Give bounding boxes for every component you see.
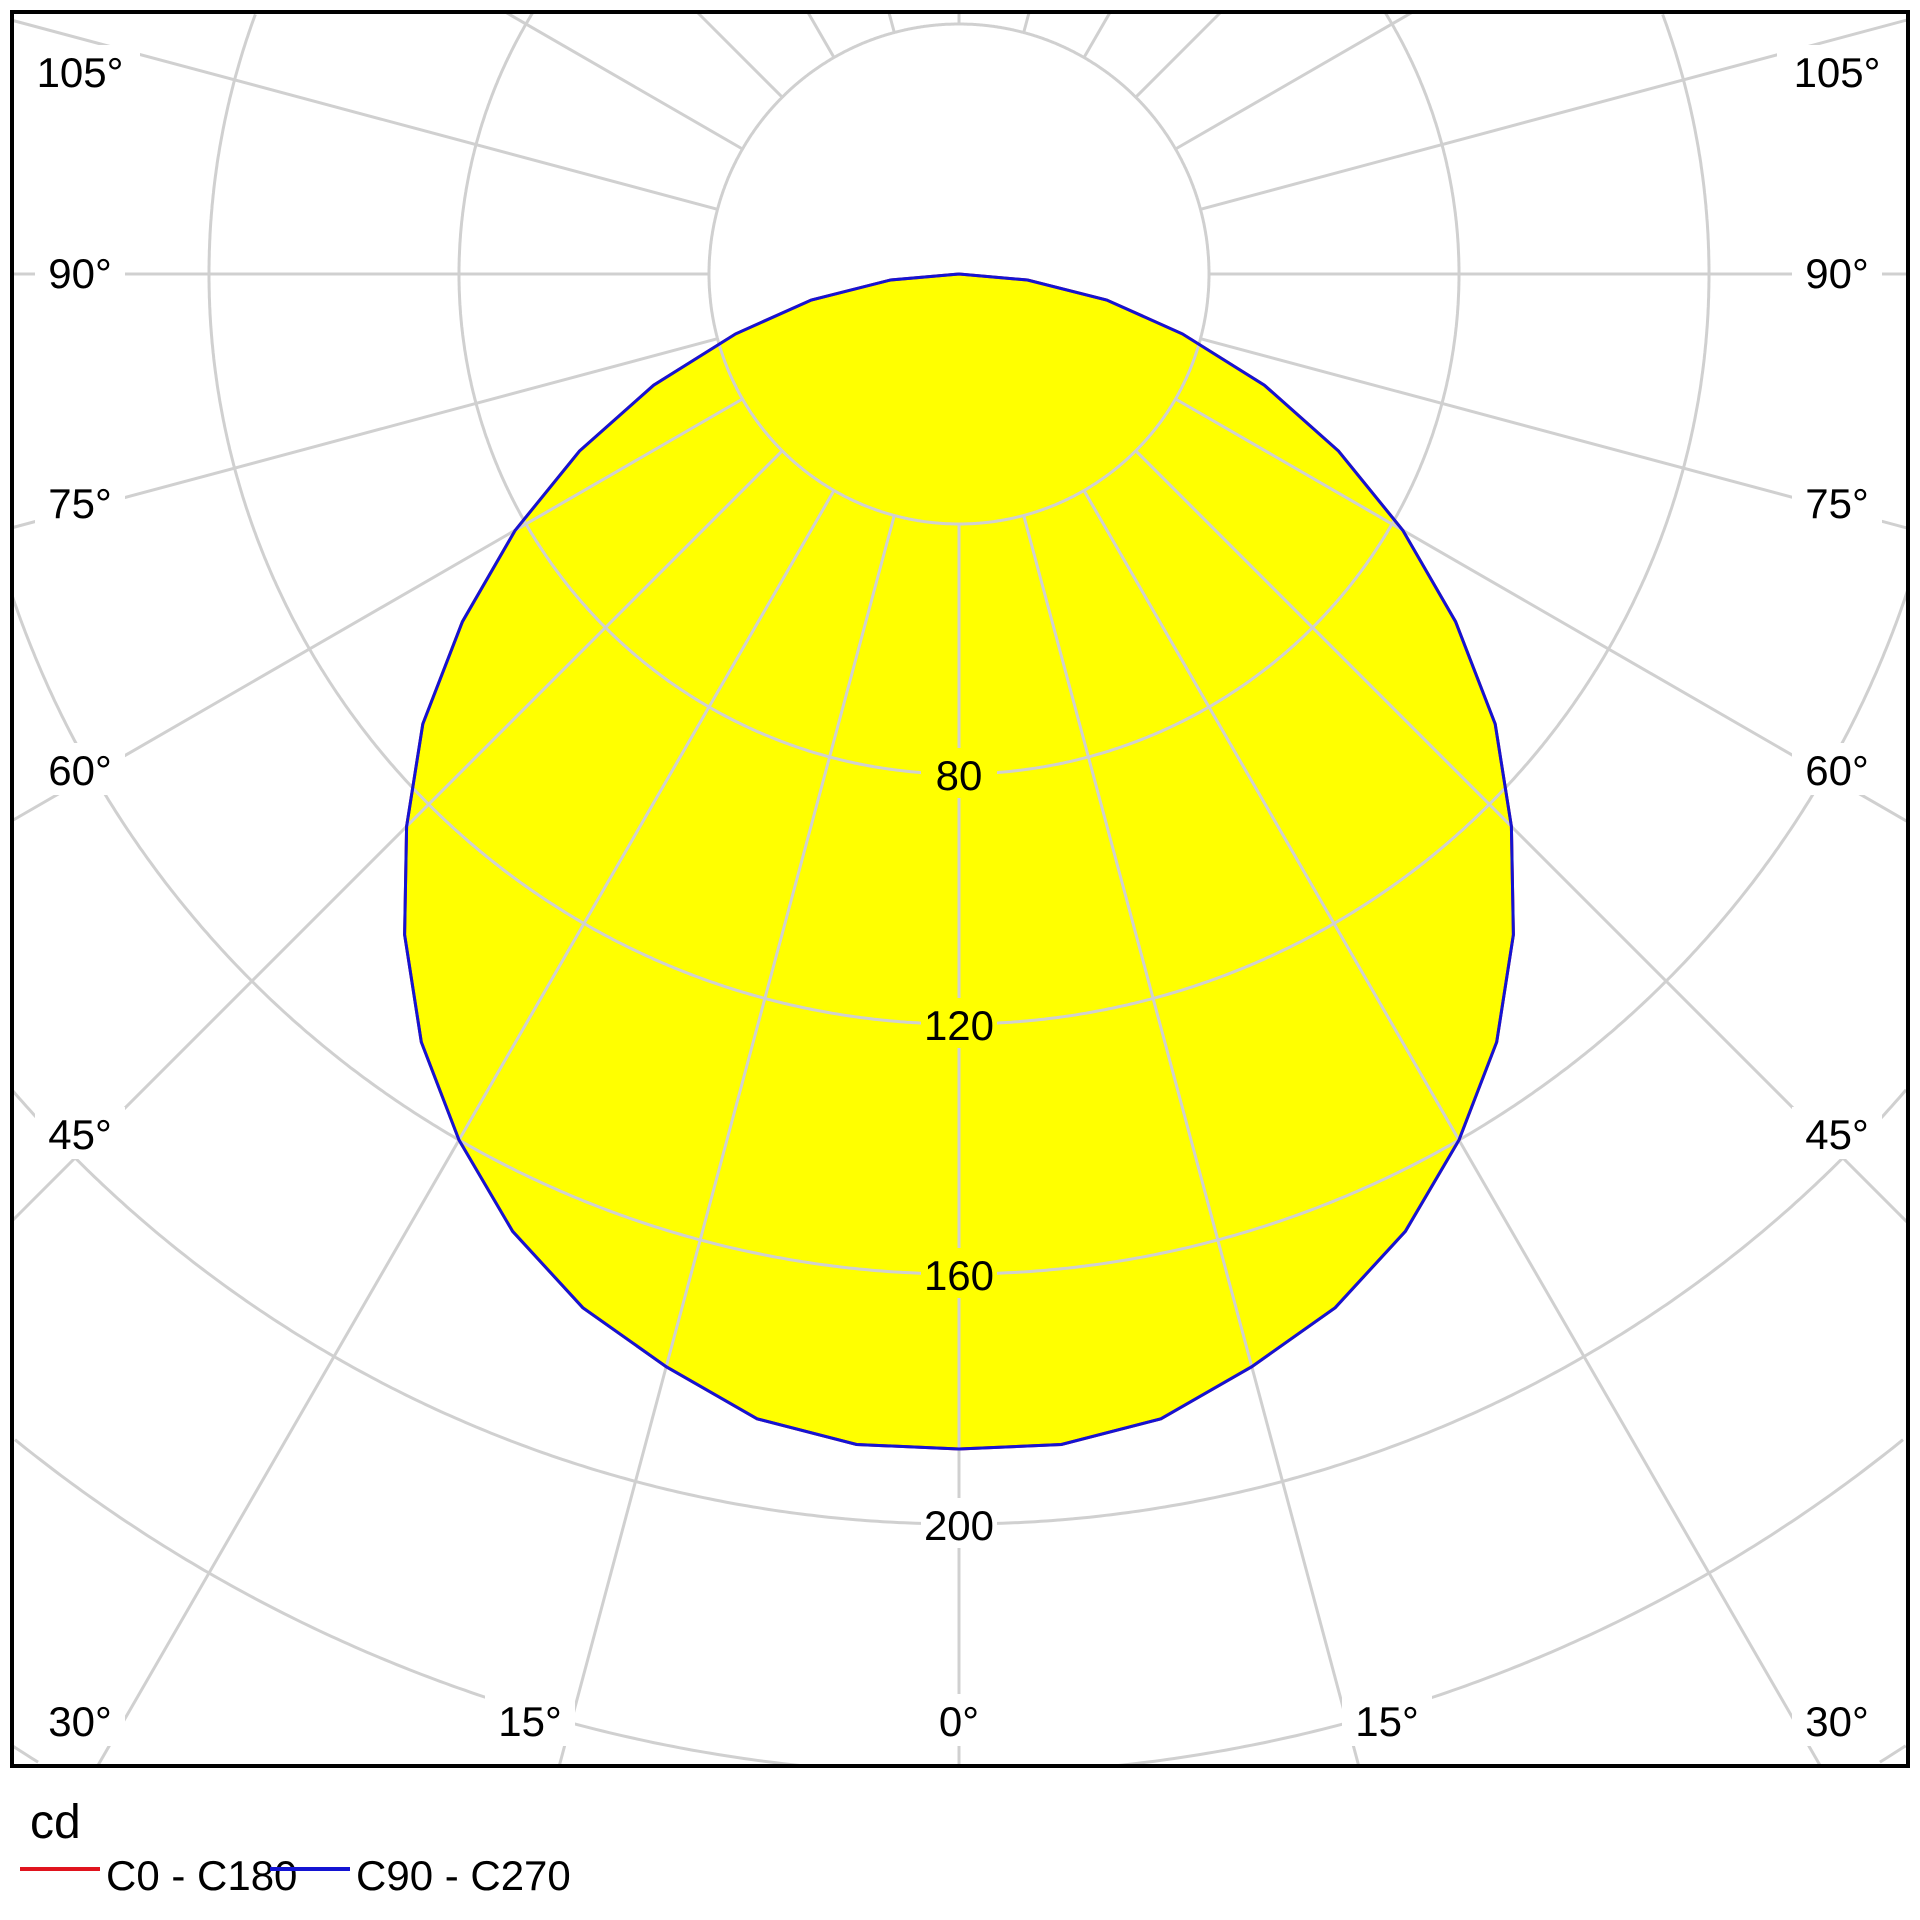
- grid-spoke-195: [887, 11, 896, 33]
- angle-label-bg: [35, 743, 125, 795]
- angle-label-bottom: 30°: [48, 1698, 112, 1745]
- grid-spoke-120: [1174, 10, 1414, 151]
- grid-circle-120: [207, 13, 1711, 1026]
- grid-spoke-30: [1082, 489, 1822, 1767]
- grid-spoke-315: [10, 449, 784, 1223]
- grid-spoke-150: [1082, 11, 1112, 59]
- grid-spoke-45: [1134, 449, 1910, 1225]
- radial-label-bg: [921, 1248, 997, 1298]
- radial-label-bg: [921, 1498, 997, 1548]
- angle-label-bg: [35, 1107, 125, 1159]
- radial-tick-label: 160: [924, 1252, 994, 1299]
- radial-tick-label: 120: [924, 1002, 994, 1049]
- grid-circle-80: [457, 11, 1461, 776]
- grid-spoke-285: [11, 337, 718, 530]
- angle-label-bg: [20, 45, 140, 97]
- angle-label-bg: [1792, 1107, 1882, 1159]
- grid-spoke-60: [1174, 397, 1909, 824]
- angle-label-bg: [35, 1694, 125, 1746]
- angle-label-right: 105°: [1794, 49, 1881, 96]
- grid-circle-280: [11, 1744, 1907, 1764]
- legend-label-c90-c270: C90 - C270: [356, 1852, 571, 1899]
- angle-label-bg: [485, 1694, 575, 1746]
- angle-label-left: 60°: [48, 747, 112, 794]
- angle-label-bg: [35, 476, 125, 528]
- angle-label-left: 90°: [48, 250, 112, 297]
- radial-label-bg: [921, 998, 997, 1048]
- angle-label-right: 45°: [1805, 1111, 1869, 1158]
- grid-spoke-210: [806, 11, 836, 59]
- grid-spoke-135: [1134, 10, 1223, 99]
- angle-label-bg: [1792, 246, 1882, 298]
- angle-label-bottom: 0°: [939, 1698, 979, 1745]
- grid-spoke-75: [1200, 337, 1909, 530]
- angle-label-bg: [1792, 1694, 1882, 1746]
- angle-label-bg: [1792, 743, 1882, 795]
- angle-label-bottom: 15°: [498, 1698, 562, 1745]
- unit-label: cd: [30, 1796, 81, 1849]
- grid-circle-240: [14, 1438, 1904, 1768]
- radial-tick-label: 80: [936, 752, 983, 799]
- angle-label-right: 90°: [1805, 250, 1869, 297]
- grid-spoke-345: [557, 515, 896, 1767]
- grid-spoke-165: [1022, 11, 1031, 33]
- angle-label-bottom: 30°: [1805, 1698, 1869, 1745]
- grid-spoke-330: [96, 489, 836, 1767]
- angle-label-left: 45°: [48, 1111, 112, 1158]
- radial-tick-label: 200: [924, 1502, 994, 1549]
- grid-circle-200: [10, 1088, 1908, 1526]
- angle-label-bg: [1777, 45, 1897, 97]
- grid-spoke-240: [504, 10, 744, 151]
- angle-label-right: 75°: [1805, 480, 1869, 527]
- angle-label-left: 75°: [48, 480, 112, 527]
- angle-label-right: 60°: [1805, 747, 1869, 794]
- angle-label-bg: [35, 246, 125, 298]
- angle-label-bottom: 15°: [1355, 1698, 1419, 1745]
- legend-label-c0-c180: C0 - C180: [106, 1852, 297, 1899]
- grid-spoke-225: [695, 10, 784, 99]
- series-curve-1: [403, 272, 1515, 1451]
- angle-label-bg: [1792, 476, 1882, 528]
- angle-label-bg: [1342, 1694, 1432, 1746]
- radial-label-bg: [921, 748, 997, 798]
- grid-spoke-15: [1022, 515, 1361, 1767]
- angle-label-bg: [929, 1694, 989, 1746]
- angle-label-left: 105°: [37, 49, 124, 96]
- grid-spoke-300: [11, 397, 744, 823]
- plot-frame: [10, 10, 1910, 1768]
